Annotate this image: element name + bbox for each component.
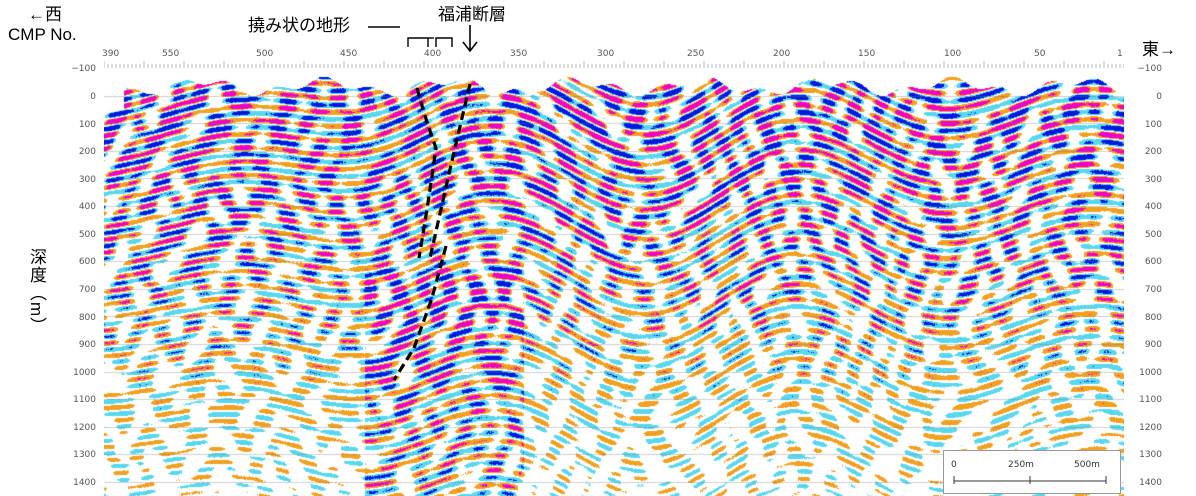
cmp-tick-label: 450 bbox=[340, 49, 358, 59]
depth-tick-right: 0 bbox=[1156, 92, 1162, 102]
cmp-number-label: CMP No. bbox=[8, 25, 77, 44]
depth-tick-left: 1300 bbox=[73, 450, 96, 460]
depth-tick-left: 500 bbox=[78, 230, 96, 240]
cmp-tick-label: 300 bbox=[597, 49, 615, 59]
cmp-tick-ruler bbox=[104, 61, 1124, 68]
depth-tick-left: 700 bbox=[78, 285, 96, 295]
cmp-tick-label: 250 bbox=[687, 49, 705, 59]
scale-label-250m: 250m bbox=[1008, 460, 1034, 470]
scale-label-zero: 0 bbox=[951, 460, 957, 470]
east-direction-label: 東→ bbox=[1142, 40, 1176, 59]
depth-tick-left: 1000 bbox=[73, 368, 96, 378]
header-annotation-lines bbox=[368, 25, 478, 53]
cmp-tick-label: 1 bbox=[1117, 49, 1123, 59]
cmp-tick-label: 500 bbox=[256, 49, 274, 59]
cmp-tick-label: 400 bbox=[424, 49, 442, 59]
depth-axis-label: 深度（m） bbox=[27, 248, 46, 336]
depth-tick-right: 400 bbox=[1144, 202, 1162, 212]
depth-tick-right: 600 bbox=[1144, 257, 1162, 267]
depth-tick-left: 1100 bbox=[73, 395, 96, 405]
depth-tick-right: 300 bbox=[1144, 175, 1162, 185]
flexure-topography-label: 撓み状の地形 bbox=[248, 16, 350, 35]
depth-tick-right: 1100 bbox=[1139, 395, 1162, 405]
depth-tick-left: 200 bbox=[78, 147, 96, 157]
depth-tick-right: 900 bbox=[1144, 340, 1162, 350]
depth-tick-right: 1400 bbox=[1139, 478, 1162, 488]
cmp-tick-label: 390 bbox=[102, 49, 120, 59]
cmp-tick-label: 200 bbox=[773, 49, 791, 59]
fukuura-fault-label: 福浦断層 bbox=[438, 5, 506, 24]
depth-tick-left: −100 bbox=[71, 64, 96, 74]
depth-tick-left: 100 bbox=[78, 120, 96, 130]
scale-bar: 0 250m 500m bbox=[943, 450, 1121, 494]
depth-tick-left: 300 bbox=[78, 175, 96, 185]
depth-tick-right: 1200 bbox=[1139, 423, 1162, 433]
depth-tick-left: 1200 bbox=[73, 423, 96, 433]
depth-tick-right: 1000 bbox=[1139, 368, 1162, 378]
cmp-tick-label: 150 bbox=[858, 49, 876, 59]
cmp-tick-label: 550 bbox=[162, 49, 180, 59]
depth-tick-right: 100 bbox=[1144, 120, 1162, 130]
west-direction-label: ←西 bbox=[28, 5, 62, 24]
depth-tick-right: −100 bbox=[1137, 64, 1162, 74]
depth-tick-right: 800 bbox=[1144, 313, 1162, 323]
cmp-tick-label: 350 bbox=[510, 49, 528, 59]
depth-tick-left: 0 bbox=[90, 92, 96, 102]
fukuura-fault-line bbox=[428, 83, 472, 259]
flexure-fault-line bbox=[415, 87, 438, 259]
cmp-tick-label: 100 bbox=[944, 49, 962, 59]
seismic-section-image bbox=[104, 68, 1124, 496]
depth-tick-left: 600 bbox=[78, 257, 96, 267]
deep-fault-line bbox=[392, 245, 448, 381]
depth-tick-right: 700 bbox=[1144, 285, 1162, 295]
scale-label-500m: 500m bbox=[1074, 460, 1100, 470]
depth-tick-left: 900 bbox=[78, 340, 96, 350]
cmp-tick-label: 50 bbox=[1034, 49, 1046, 59]
depth-tick-right: 1300 bbox=[1139, 450, 1162, 460]
depth-tick-left: 800 bbox=[78, 313, 96, 323]
depth-tick-right: 200 bbox=[1144, 147, 1162, 157]
depth-tick-left: 400 bbox=[78, 202, 96, 212]
depth-tick-left: 1400 bbox=[73, 478, 96, 488]
depth-tick-right: 500 bbox=[1144, 230, 1162, 240]
